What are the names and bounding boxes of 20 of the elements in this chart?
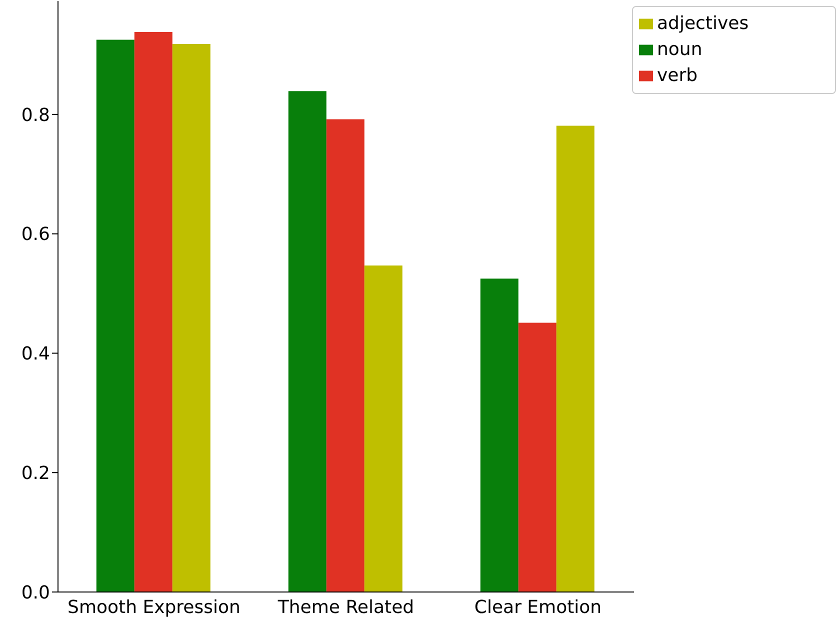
bar <box>326 119 364 592</box>
bar <box>556 126 594 592</box>
legend-label: verb <box>657 65 698 86</box>
x-tick-label: Clear Emotion <box>474 596 602 618</box>
y-tick-label: 0.8 <box>21 104 50 126</box>
bar <box>364 265 402 592</box>
y-tick-label: 0.6 <box>21 224 50 246</box>
y-tick-label: 0.4 <box>21 344 50 365</box>
bar <box>96 40 134 592</box>
bar <box>518 322 556 592</box>
x-tick-label: Smooth Expression <box>68 596 240 618</box>
bar <box>480 278 518 592</box>
legend-label: noun <box>657 39 702 60</box>
bar <box>134 32 172 592</box>
y-tick-label: 0.2 <box>21 462 50 484</box>
bar <box>288 91 326 592</box>
bar <box>172 44 210 592</box>
y-tick-label: 0.0 <box>21 582 50 604</box>
legend-label: adjectives <box>657 13 749 34</box>
x-tick-label: Theme Related <box>276 596 414 618</box>
